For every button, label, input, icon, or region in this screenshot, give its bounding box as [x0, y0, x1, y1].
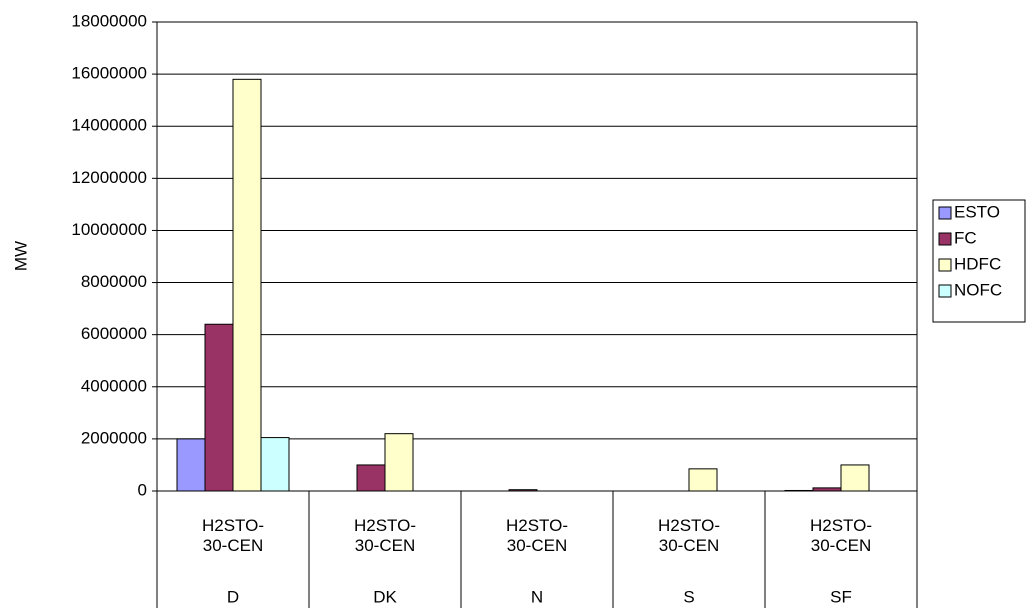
legend-swatch — [938, 232, 952, 246]
y-tick-label: 4000000 — [81, 376, 147, 395]
legend-swatch — [938, 258, 952, 272]
category-label-box: H2STO-30-CEN — [657, 516, 721, 555]
category-label: H2STO-30-CEN — [505, 516, 569, 555]
y-axis-label: MW — [11, 241, 30, 271]
category-label: H2STO-30-CEN — [657, 516, 721, 555]
category-label-box: H2STO-30-CEN — [201, 516, 265, 555]
y-tick-label: 0 — [138, 480, 147, 499]
legend-label: ESTO — [954, 202, 1000, 221]
bar — [840, 464, 870, 492]
y-tick-label: 2000000 — [81, 428, 147, 447]
category-group-label: SF — [830, 587, 852, 606]
bar — [356, 464, 386, 492]
category-label: H2STO-30-CEN — [201, 516, 265, 555]
y-tick-label: 18000000 — [71, 11, 147, 30]
bar — [384, 433, 414, 492]
bar — [232, 78, 262, 492]
y-tick-label: 16000000 — [71, 64, 147, 83]
bar — [260, 437, 290, 492]
bar — [688, 468, 718, 492]
category-label: H2STO-30-CEN — [353, 516, 417, 555]
legend-swatch — [938, 206, 952, 220]
y-tick-label: 6000000 — [81, 324, 147, 343]
y-tick-label: 8000000 — [81, 272, 147, 291]
bar — [176, 438, 206, 492]
legend-label: FC — [954, 228, 977, 247]
category-group-label: N — [531, 587, 543, 606]
category-label-box: H2STO-30-CEN — [505, 516, 569, 555]
y-tick-label: 12000000 — [71, 168, 147, 187]
legend-swatch — [938, 284, 952, 298]
bar — [204, 323, 234, 492]
category-label-box: H2STO-30-CEN — [353, 516, 417, 555]
legend-label: HDFC — [954, 254, 1001, 273]
category-label: H2STO-30-CEN — [809, 516, 873, 555]
category-label-box: H2STO-30-CEN — [809, 516, 873, 555]
category-group-label: D — [227, 587, 239, 606]
category-group-label: S — [683, 587, 694, 606]
category-group-label: DK — [373, 587, 397, 606]
y-tick-label: 14000000 — [71, 116, 147, 135]
y-tick-label: 10000000 — [71, 220, 147, 239]
legend-label: NOFC — [954, 280, 1002, 299]
